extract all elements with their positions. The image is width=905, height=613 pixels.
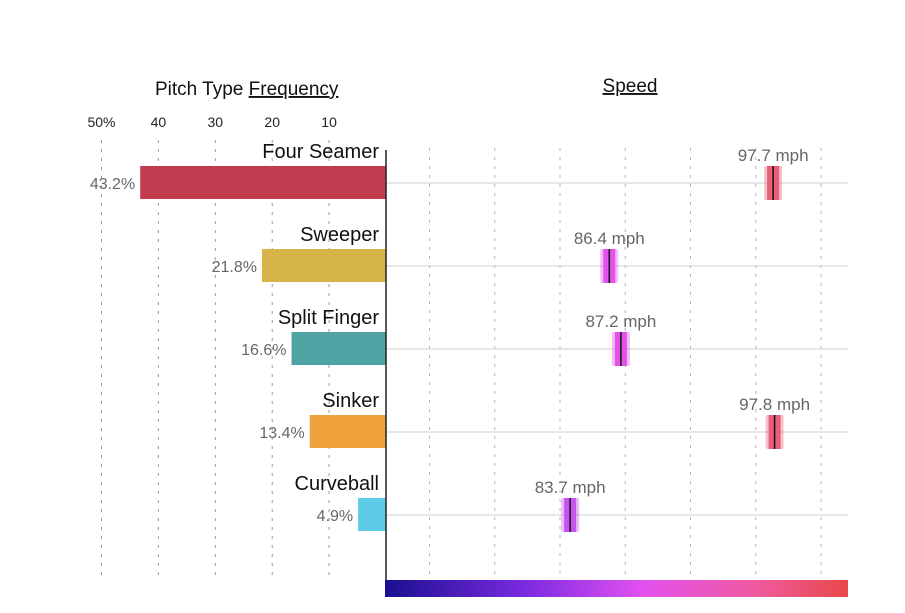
frequency-bar bbox=[140, 166, 386, 199]
pitch-type-label: Sinker bbox=[322, 390, 379, 412]
frequency-tick-label: 10 bbox=[321, 114, 337, 130]
frequency-value-label: 4.9% bbox=[317, 508, 353, 525]
speed-marker bbox=[611, 332, 630, 366]
frequency-value-label: 16.6% bbox=[241, 342, 286, 359]
speed-marker bbox=[764, 166, 783, 200]
speed-value-label: 86.4 mph bbox=[574, 229, 645, 248]
speed-title: Speed bbox=[603, 76, 658, 97]
frequency-tick-label: 20 bbox=[264, 114, 280, 130]
pitch-type-label: Sweeper bbox=[300, 224, 379, 246]
speed-value-label: 97.7 mph bbox=[738, 146, 809, 165]
frequency-tick-label: 40 bbox=[151, 114, 167, 130]
speed-value-label: 87.2 mph bbox=[585, 312, 656, 331]
frequency-title: Pitch Type Frequency bbox=[155, 79, 339, 100]
frequency-bar bbox=[309, 415, 386, 448]
frequency-tick-label: 30 bbox=[208, 114, 224, 130]
speed-value-label: 83.7 mph bbox=[535, 478, 606, 497]
frequency-value-label: 13.4% bbox=[259, 425, 304, 442]
frequency-bar bbox=[291, 332, 386, 365]
frequency-value-label: 43.2% bbox=[90, 176, 135, 193]
speed-color-scale-bar bbox=[385, 580, 848, 597]
pitch-type-label: Curveball bbox=[295, 473, 379, 495]
speed-marker bbox=[765, 415, 784, 449]
frequency-value-label: 21.8% bbox=[212, 259, 257, 276]
speed-value-label: 97.8 mph bbox=[739, 395, 810, 414]
frequency-bar bbox=[261, 249, 386, 282]
frequency-tick-label: 50% bbox=[87, 114, 115, 130]
speed-marker bbox=[600, 249, 619, 283]
pitch-type-label: Four Seamer bbox=[262, 141, 379, 163]
speed-marker bbox=[561, 498, 580, 532]
frequency-bar bbox=[358, 498, 386, 531]
pitch-type-label: Split Finger bbox=[278, 307, 379, 329]
